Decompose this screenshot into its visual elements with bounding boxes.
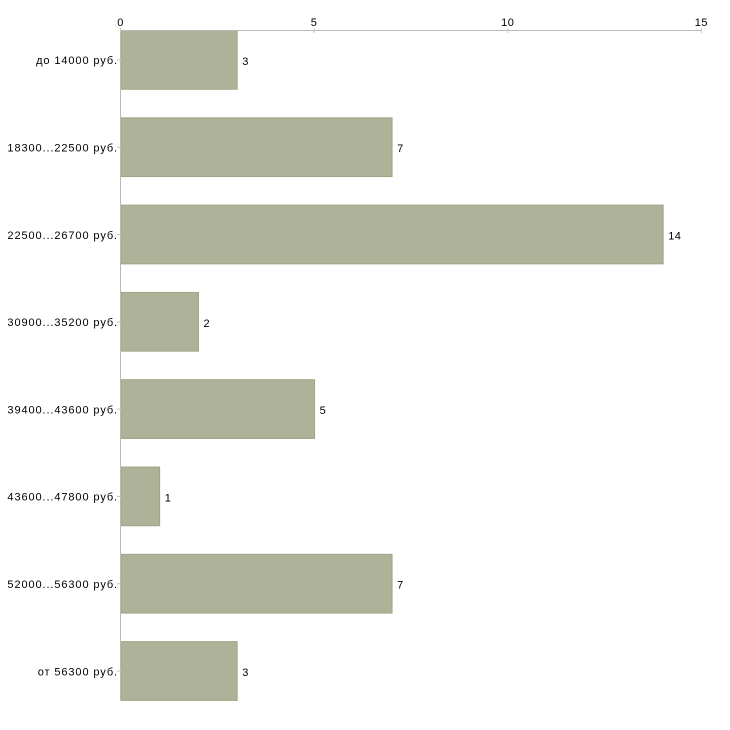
svg-text:15: 15 [695,17,708,29]
svg-text:30900...35200 руб.: 30900...35200 руб. [7,317,118,329]
svg-text:22500...26700 руб.: 22500...26700 руб. [7,230,118,242]
svg-text:5: 5 [320,405,327,417]
svg-text:43600...47800 руб.: 43600...47800 руб. [7,492,118,504]
svg-text:18300...22500 руб.: 18300...22500 руб. [7,143,118,155]
svg-text:52000...56300 руб.: 52000...56300 руб. [7,579,118,591]
svg-text:14: 14 [668,231,681,243]
svg-text:7: 7 [397,143,404,155]
svg-text:1: 1 [165,492,172,504]
svg-text:7: 7 [397,580,404,592]
svg-text:39400...43600 руб.: 39400...43600 руб. [7,404,118,416]
svg-text:2: 2 [204,318,211,330]
svg-text:0: 0 [117,17,124,29]
svg-text:10: 10 [501,17,514,29]
svg-text:до 14000 руб.: до 14000 руб. [36,55,118,67]
svg-text:от 56300 руб.: от 56300 руб. [38,666,118,678]
svg-text:3: 3 [242,56,249,68]
svg-text:3: 3 [242,667,249,679]
svg-text:5: 5 [311,17,318,29]
